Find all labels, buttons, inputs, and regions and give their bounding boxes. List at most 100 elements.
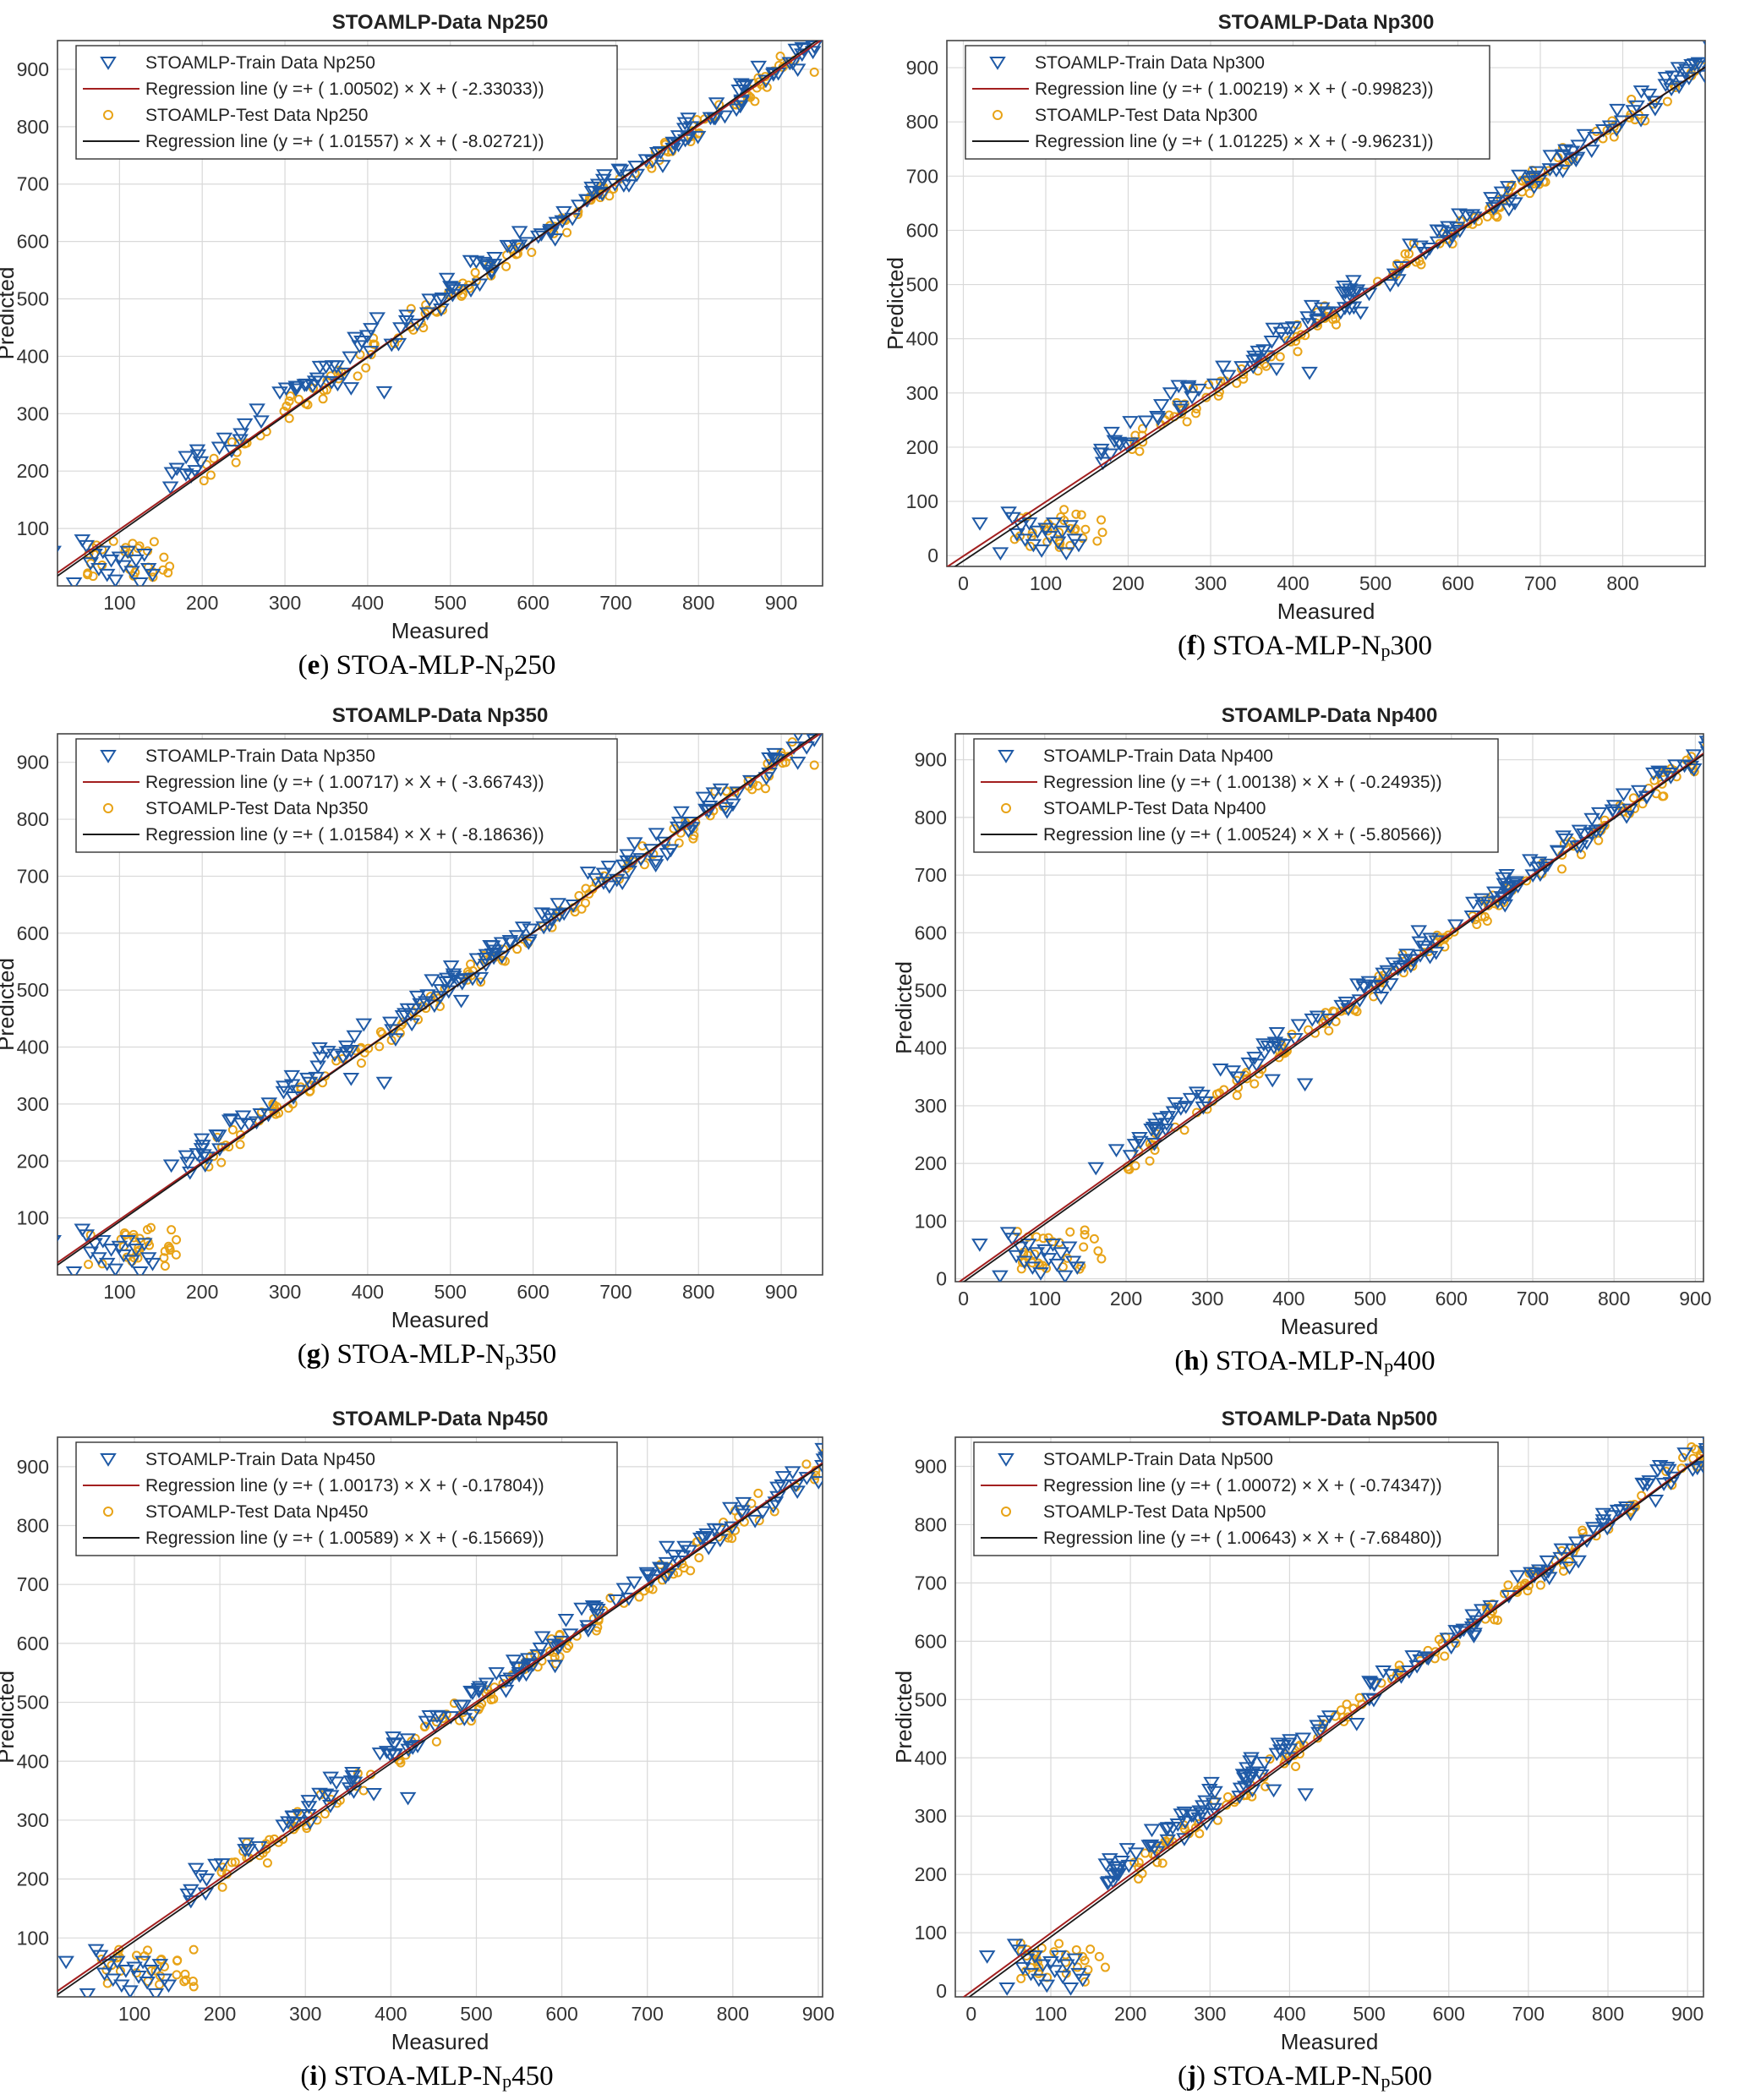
y-tick-label: 500 <box>17 1692 49 1714</box>
train-data-point <box>587 872 604 887</box>
test-data-point <box>1216 376 1226 386</box>
train-data-point <box>1641 1475 1659 1489</box>
x-tick-label: 300 <box>289 2003 321 2025</box>
legend-entry: Regression line (y =+ ( 1.00138) × X + (… <box>1043 773 1442 792</box>
test-data-point <box>1092 536 1102 546</box>
train-data-point <box>1509 880 1527 894</box>
train-data-point <box>1300 318 1317 331</box>
train-data-point <box>387 1033 404 1047</box>
test-data-point <box>1336 1705 1346 1715</box>
train-data-point <box>1398 949 1415 962</box>
train-data-point <box>1698 741 1703 751</box>
train-data-point <box>1194 1807 1211 1821</box>
test-data-point <box>1484 1602 1494 1612</box>
train-data-point <box>1219 369 1237 384</box>
test-data-point <box>1080 1229 1090 1239</box>
y-tick-label: 800 <box>17 1515 49 1537</box>
legend-entry: STOAMLP-Train Data Np250 <box>145 53 375 73</box>
train-data-point <box>312 1052 330 1066</box>
test-data-point <box>1157 1858 1168 1868</box>
x-tick-label: 0 <box>965 2003 976 2025</box>
legend: STOAMLP-Train Data Np350 Regression line … <box>75 738 618 853</box>
train-data-point <box>1255 344 1272 358</box>
train-data-point <box>673 806 690 820</box>
train-data-point <box>1004 511 1021 526</box>
train-data-point <box>1720 749 1734 760</box>
train-data-point <box>774 1471 792 1485</box>
train-data-point <box>1211 1063 1229 1077</box>
train-data-point <box>532 1642 550 1656</box>
train-data-point <box>462 254 479 269</box>
train-data-point <box>1557 833 1574 847</box>
train-data-point <box>119 1234 136 1249</box>
caption-part: 350 <box>514 1339 557 1370</box>
train-data-point <box>1266 1036 1284 1051</box>
y-tick-label: 100 <box>17 517 49 539</box>
train-data-point <box>78 1229 96 1243</box>
train-data-point <box>178 468 194 482</box>
train-data-point <box>382 1016 399 1031</box>
x-tick-label: 500 <box>1353 1288 1386 1310</box>
train-data-point <box>1092 447 1110 462</box>
train-data-point <box>1662 771 1680 785</box>
train-data-point <box>1412 949 1429 963</box>
caption-part: h <box>1184 1346 1200 1376</box>
train-data-point <box>1048 1258 1066 1272</box>
train-regression-line <box>962 1453 1703 1997</box>
train-data-point <box>1468 1615 1486 1629</box>
x-tick-label: 300 <box>269 592 301 614</box>
train-data-point <box>232 434 249 448</box>
train-data-point <box>1640 88 1658 102</box>
train-data-point <box>1661 767 1678 781</box>
test-data-point <box>1071 1944 1081 1955</box>
test-data-point <box>1534 179 1544 189</box>
train-data-point <box>1440 221 1457 235</box>
train-data-point <box>814 1442 823 1457</box>
train-data-point <box>369 312 386 326</box>
train-data-point <box>371 1747 389 1761</box>
test-data-point <box>293 394 304 404</box>
train-data-point <box>1242 1768 1260 1782</box>
train-data-point <box>277 382 295 396</box>
scatter-chart-g: STOAMLP-Data Np350 100 200 300 400 500 600 700 8… <box>0 704 823 1332</box>
x-tick-label: 600 <box>1433 2003 1465 2025</box>
train-data-point <box>1567 154 1585 167</box>
train-data-point <box>309 372 326 386</box>
train-data-point <box>123 566 140 580</box>
test-data-point <box>172 1234 182 1244</box>
train-data-point <box>1578 1534 1595 1549</box>
test-data-point <box>205 470 216 480</box>
train-data-point <box>1190 383 1207 397</box>
train-data-point <box>1382 978 1399 992</box>
train-data-point <box>533 228 550 242</box>
train-data-point <box>573 1602 590 1616</box>
train-data-point <box>647 855 664 869</box>
test-data-point <box>396 1758 406 1768</box>
test-data-point <box>1715 1465 1723 1473</box>
x-tick-label: 400 <box>1272 1288 1304 1310</box>
train-data-point <box>1702 41 1705 46</box>
train-data-point <box>1311 1724 1329 1738</box>
train-data-point <box>1499 181 1517 194</box>
test-data-point <box>209 453 219 463</box>
train-data-point <box>1698 1442 1703 1452</box>
train-data-point <box>1170 380 1188 394</box>
x-tick-label: 800 <box>1606 572 1638 594</box>
figure-caption: (e) STOA-MLP-Np250 <box>298 650 556 681</box>
x-tick-label: 200 <box>186 592 218 614</box>
legend-entry: STOAMLP-Test Data Np400 <box>1043 799 1266 818</box>
train-data-point <box>319 1046 336 1059</box>
train-data-point <box>1542 150 1560 164</box>
train-data-point <box>1033 544 1050 558</box>
legend-entry: STOAMLP-Train Data Np500 <box>1043 1450 1273 1469</box>
train-data-point <box>381 1748 399 1763</box>
train-data-point <box>1337 996 1355 1010</box>
train-data-point <box>438 272 456 287</box>
train-data-point <box>579 867 597 880</box>
y-tick-label: 900 <box>906 57 938 79</box>
train-data-point <box>815 1453 823 1465</box>
test-data-point <box>129 1233 139 1243</box>
x-tick-label: 0 <box>958 572 969 594</box>
y-tick-label: 500 <box>17 979 49 1001</box>
train-data-point <box>789 757 807 770</box>
